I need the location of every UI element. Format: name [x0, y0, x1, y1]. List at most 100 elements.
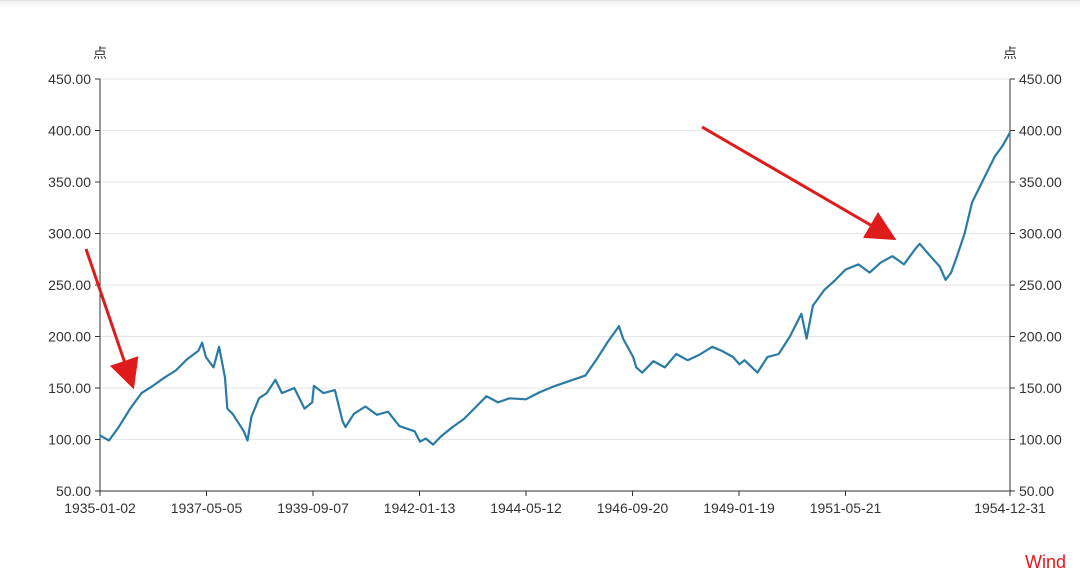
- data-point: [342, 420, 344, 422]
- red-arrow-right: [701, 125, 897, 241]
- data-point: [232, 413, 234, 415]
- y-left-tick-label: 350.00: [48, 174, 91, 190]
- y-right-tick-label: 250.00: [1019, 277, 1062, 293]
- data-point: [664, 366, 666, 368]
- data-point: [152, 385, 154, 387]
- data-point: [929, 255, 931, 257]
- data-point: [979, 186, 981, 188]
- data-point: [738, 363, 740, 365]
- data-point: [766, 356, 768, 358]
- data-point: [323, 392, 325, 394]
- data-point: [364, 406, 366, 408]
- data-point: [618, 325, 620, 327]
- data-point: [892, 255, 894, 257]
- y-axis-left-unit-label: 点: [93, 46, 107, 62]
- data-point: [243, 430, 245, 432]
- data-point: [398, 425, 400, 427]
- data-point: [964, 233, 966, 235]
- data-point: [440, 435, 442, 437]
- data-point: [224, 377, 226, 379]
- data-point: [463, 418, 465, 420]
- data-point: [711, 346, 713, 348]
- data-point: [1009, 132, 1011, 134]
- data-point: [635, 366, 637, 368]
- data-point: [607, 341, 609, 343]
- x-tick-label: 1954-12-31: [974, 500, 1046, 516]
- data-point: [806, 338, 808, 340]
- y-right-tick-label: 300.00: [1019, 226, 1062, 242]
- data-point: [353, 413, 355, 415]
- data-point: [108, 440, 110, 442]
- data-point: [266, 392, 268, 394]
- y-left-tick-label: 400.00: [48, 123, 91, 139]
- data-point: [497, 401, 499, 403]
- y-left-tick-label: 200.00: [48, 329, 91, 345]
- data-point: [387, 411, 389, 413]
- data-point: [596, 358, 598, 360]
- x-tick-label: 1935-01-02: [64, 500, 136, 516]
- data-point: [778, 353, 780, 355]
- data-point: [675, 353, 677, 355]
- data-point: [584, 375, 586, 377]
- data-point: [474, 407, 476, 409]
- data-point: [986, 171, 988, 173]
- data-point: [118, 426, 120, 428]
- data-point: [313, 385, 315, 387]
- y-axis-right-unit-label: 点: [1003, 46, 1017, 62]
- y-axis-right-ticks: 50.00 100.00 150.00 200.00 250.00 300.00 350.0…: [1010, 71, 1062, 499]
- data-point: [845, 269, 847, 271]
- data-point: [247, 440, 249, 442]
- wind-watermark: Wind: [1024, 552, 1066, 572]
- data-point: [880, 261, 882, 263]
- data-point: [554, 385, 556, 387]
- data-point: [334, 389, 336, 391]
- y-right-tick-label: 450.00: [1019, 71, 1062, 87]
- data-point: [744, 359, 746, 361]
- data-point: [823, 289, 825, 291]
- data-point: [175, 370, 177, 372]
- gridlines: [100, 78, 1010, 440]
- data-point: [304, 408, 306, 410]
- x-tick-label: 1949-01-19: [703, 500, 775, 516]
- x-tick-label: 1951-05-21: [810, 500, 882, 516]
- data-point: [293, 387, 295, 389]
- data-point: [539, 391, 541, 393]
- data-point: [414, 430, 416, 432]
- data-point: [857, 263, 859, 265]
- data-point: [652, 360, 654, 362]
- data-point: [1002, 145, 1004, 147]
- data-point: [971, 202, 973, 204]
- top-divider: [0, 0, 1080, 8]
- data-point: [258, 397, 260, 399]
- y-axis-left-ticks: 50.00 100.00 150.00 200.00 250.00 300.00 350.0…: [48, 71, 100, 499]
- data-point: [452, 426, 454, 428]
- y-right-tick-label: 50.00: [1019, 483, 1054, 499]
- data-point: [274, 379, 276, 381]
- y-right-tick-label: 150.00: [1019, 380, 1062, 396]
- series-points: [99, 132, 1011, 446]
- data-point: [939, 266, 941, 268]
- data-point: [622, 338, 624, 340]
- y-right-tick-label: 400.00: [1019, 123, 1062, 139]
- data-point: [641, 372, 643, 374]
- data-point: [834, 279, 836, 281]
- data-point: [376, 414, 378, 416]
- y-left-tick-label: 100.00: [48, 432, 91, 448]
- data-point: [163, 377, 165, 379]
- x-axis-ticks: 1935-01-02 1937-05-05 1939-09-07 1942-01-13…: [64, 491, 1046, 516]
- data-point: [509, 397, 511, 399]
- data-point: [186, 358, 188, 360]
- data-point: [205, 356, 207, 358]
- data-point: [789, 336, 791, 338]
- data-point: [632, 356, 634, 358]
- red-arrow-left: [84, 248, 139, 390]
- data-point: [628, 348, 630, 350]
- data-point: [919, 243, 921, 245]
- data-point: [950, 272, 952, 274]
- data-point: [732, 356, 734, 358]
- y-left-tick-label: 450.00: [48, 71, 91, 87]
- data-point: [425, 438, 427, 440]
- data-point: [869, 272, 871, 274]
- data-point: [486, 395, 488, 397]
